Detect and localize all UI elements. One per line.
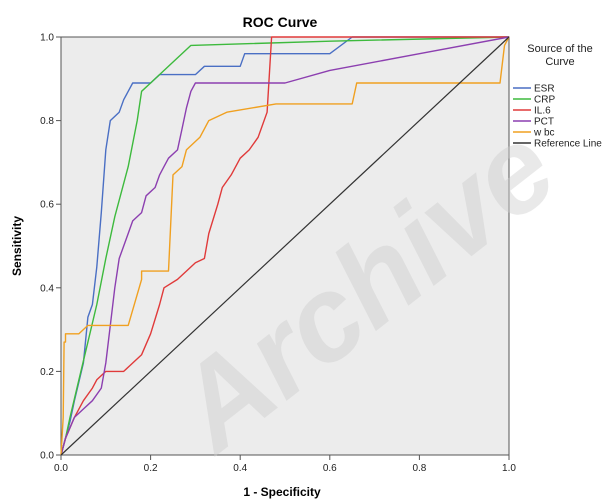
series-line-crp xyxy=(60,36,510,456)
y-tick-label: 0.6 xyxy=(40,200,54,211)
legend-title-line-2: Curve xyxy=(545,56,574,68)
x-tick-label: 0.6 xyxy=(323,463,337,474)
series-line-w-bc xyxy=(60,36,510,456)
y-tick-label: 0.0 xyxy=(40,451,54,462)
x-axis-title: 1 - Specificity xyxy=(243,485,321,499)
x-tick-label: 1.0 xyxy=(502,463,516,474)
series-line-reference-line xyxy=(60,36,510,456)
legend-title-line-1: Source of the xyxy=(527,43,592,55)
y-tick-label: 0.8 xyxy=(40,116,54,127)
chart-title: ROC Curve xyxy=(243,14,318,30)
y-tick-label: 0.4 xyxy=(40,283,54,294)
legend-label: PCT xyxy=(534,117,554,128)
legend-label: CRP xyxy=(534,95,555,106)
x-tick-label: 0.2 xyxy=(144,463,158,474)
legend-label: Reference Line xyxy=(534,139,602,150)
x-tick-label: 0.0 xyxy=(54,463,68,474)
axis-ticks: 0.0 0.2 0.4 0.6 0.8 1.0 0.0 0.2 0.4 0.6 0.8 1.0 xyxy=(40,33,516,475)
legend-label: ESR xyxy=(534,84,555,95)
y-tick-label: 1.0 xyxy=(40,33,54,44)
series-line-il-6 xyxy=(60,36,509,456)
x-tick-label: 0.8 xyxy=(412,463,426,474)
legend-label: IL.6 xyxy=(534,106,551,117)
series-layer xyxy=(60,36,510,456)
legend-label: w bc xyxy=(533,128,555,139)
x-tick-label: 0.4 xyxy=(233,463,247,474)
y-axis-title: Sensitivity xyxy=(10,216,24,276)
series-line-pct xyxy=(60,36,510,456)
y-tick-label: 0.2 xyxy=(40,367,54,378)
